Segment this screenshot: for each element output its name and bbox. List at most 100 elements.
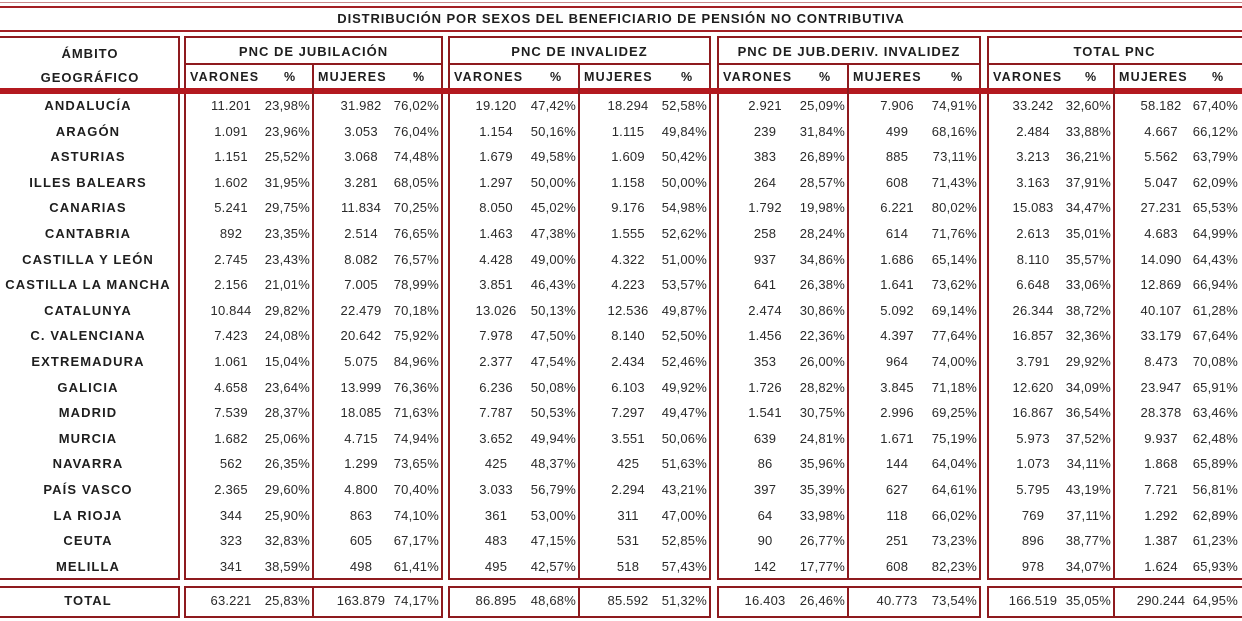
row-10-value-12: 3.791 (1016, 354, 1050, 369)
row-16-value-0: 344 (219, 507, 243, 523)
row-0-value-0: 11.201 (211, 98, 251, 113)
row-7-value-13: 33,06% (1065, 277, 1111, 293)
row-13-value-9: 24,81% (799, 430, 845, 446)
row-3-value-5: 50,00% (530, 174, 576, 190)
total-row-value-2: 163.879 (336, 593, 386, 608)
row-5-value-14: 4.683 (1144, 226, 1178, 241)
row-11-value-8: 1.726 (748, 379, 782, 395)
row-8-value-2: 22.479 (340, 302, 382, 318)
row-11-value-1: 23,64% (264, 379, 310, 395)
row-3-value-4: 1.297 (479, 174, 513, 190)
total-mid-divider-0 (312, 586, 314, 618)
row-18-value-5: 42,57% (530, 558, 576, 574)
pct-header-v-0: % (284, 70, 297, 84)
row-15-value-1: 29,60% (264, 482, 310, 497)
row-16-value-2: 863 (349, 507, 373, 523)
row-15-value-15: 56,81% (1192, 482, 1238, 497)
row-12-value-15: 63,46% (1192, 405, 1238, 421)
row-4-value-14: 27.231 (1140, 200, 1182, 216)
row-2-value-8: 383 (753, 149, 777, 165)
row-0-value-14: 58.182 (1140, 98, 1182, 113)
row-4-value-5: 45,02% (530, 200, 576, 216)
row-12-value-2: 18.085 (340, 405, 382, 421)
row-7-value-7: 53,57% (661, 277, 707, 293)
total-row-value-4: 86.895 (475, 593, 517, 608)
row-8-value-0: 10.844 (210, 302, 252, 318)
row-3-value-8: 264 (753, 174, 777, 190)
row-1-value-7: 49,84% (661, 123, 707, 139)
row-4-value-0: 5.241 (214, 200, 248, 216)
row-16-value-13: 37,11% (1066, 507, 1111, 523)
row-14-value-15: 65,89% (1192, 456, 1238, 472)
varones-header-1: VARONES (454, 70, 524, 84)
row-11-value-9: 28,82% (799, 379, 845, 395)
row-9-value-0: 7.423 (214, 328, 248, 344)
row-7-value-14: 12.869 (1140, 277, 1182, 293)
row-15-value-11: 64,61% (931, 482, 977, 497)
row-5-value-2: 2.514 (344, 226, 378, 241)
row-4-value-15: 65,53% (1192, 200, 1238, 216)
row-3-name: ILLES BALEARS (29, 174, 147, 190)
row-11-value-5: 50,08% (530, 379, 576, 395)
group-header-0: PNC DE JUBILACIÓN (238, 44, 389, 59)
row-3-value-10: 608 (885, 174, 909, 190)
row-17-name: CEUTA (63, 533, 113, 549)
row-4-value-7: 54,98% (661, 200, 707, 216)
row-14-value-11: 64,04% (931, 456, 977, 472)
row-10-value-3: 84,96% (393, 354, 439, 369)
row-9-value-6: 8.140 (611, 328, 645, 344)
row-7-value-12: 6.648 (1016, 277, 1050, 293)
row-15-value-3: 70,40% (393, 482, 439, 497)
total-row-value-9: 26,46% (799, 593, 845, 608)
row-4-value-4: 8.050 (479, 200, 513, 216)
row-18-value-12: 978 (1021, 558, 1045, 574)
row-4-value-1: 29,75% (264, 200, 310, 216)
row-12-name: MADRID (58, 405, 118, 421)
mujeres-header-0: MUJERES (318, 70, 387, 84)
row-18-value-1: 38,59% (264, 558, 310, 574)
row-5-value-13: 35,01% (1065, 226, 1111, 241)
row-13-value-11: 75,19% (931, 430, 977, 446)
row-6-value-12: 8.110 (1016, 251, 1050, 267)
row-13-value-10: 1.671 (880, 430, 914, 446)
row-14-value-3: 73,65% (393, 456, 439, 472)
row-18-name: MELILLA (55, 558, 121, 574)
row-6-value-8: 937 (753, 251, 777, 267)
row-5-value-8: 258 (753, 226, 777, 241)
row-7-name: CASTILLA LA MANCHA (5, 277, 171, 293)
row-7-value-1: 21,01% (264, 277, 310, 293)
row-9-value-3: 75,92% (393, 328, 439, 344)
row-6-value-14: 14.090 (1140, 251, 1182, 267)
row-11-value-4: 6.236 (479, 379, 513, 395)
row-13-value-15: 62,48% (1192, 430, 1238, 446)
row-8-value-1: 29,82% (264, 302, 310, 318)
row-16-value-7: 47,00% (661, 507, 707, 523)
row-3-value-0: 1.602 (214, 174, 248, 190)
row-10-value-10: 964 (885, 354, 909, 369)
row-16-value-4: 361 (484, 507, 508, 523)
row-12-value-0: 7.539 (214, 405, 248, 421)
row-9-value-13: 32,36% (1065, 328, 1111, 344)
row-16-value-8: 64 (757, 507, 773, 523)
row-1-value-5: 50,16% (530, 123, 576, 139)
row-13-value-7: 50,06% (661, 430, 707, 446)
varones-header-0: VARONES (190, 70, 260, 84)
row-3-value-2: 3.281 (344, 174, 378, 190)
row-12-value-11: 69,25% (931, 405, 977, 421)
row-10-value-7: 52,46% (661, 354, 707, 369)
row-7-value-9: 26,38% (799, 277, 845, 293)
row-11-value-10: 3.845 (880, 379, 914, 395)
total-row-value-13: 35,05% (1065, 593, 1111, 608)
row-6-value-4: 4.428 (479, 251, 513, 267)
row-0-value-1: 23,98% (264, 98, 310, 113)
row-10-value-1: 15,04% (264, 354, 310, 369)
row-17-value-7: 52,85% (661, 533, 707, 549)
row-13-value-5: 49,94% (530, 430, 576, 446)
row-7-value-8: 641 (753, 277, 777, 293)
row-8-value-12: 26.344 (1012, 302, 1054, 318)
row-8-value-13: 38,72% (1065, 302, 1111, 318)
row-4-value-10: 6.221 (880, 200, 914, 216)
row-17-value-5: 47,15% (530, 533, 576, 549)
row-1-value-14: 4.667 (1144, 123, 1178, 139)
row-7-value-11: 73,62% (931, 277, 977, 293)
